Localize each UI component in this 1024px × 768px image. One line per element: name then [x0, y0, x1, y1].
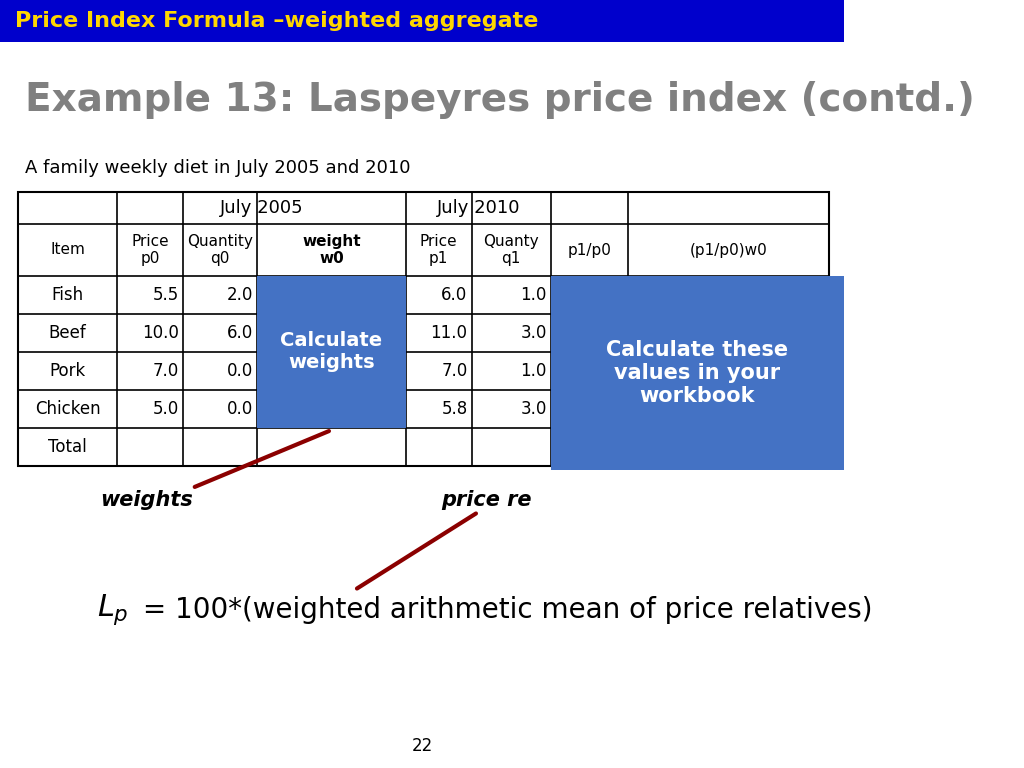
Text: Pork: Pork: [49, 362, 86, 380]
Text: Price
p1: Price p1: [420, 233, 458, 266]
Text: 5.5: 5.5: [153, 286, 179, 304]
Text: 11.0: 11.0: [431, 324, 468, 342]
Text: Item: Item: [50, 243, 85, 257]
Text: A family weekly diet in July 2005 and 2010: A family weekly diet in July 2005 and 20…: [25, 159, 411, 177]
Text: Chicken: Chicken: [35, 400, 100, 418]
Text: Example 13: Laspeyres price index (contd.): Example 13: Laspeyres price index (contd…: [25, 81, 975, 119]
Text: 10.0: 10.0: [142, 324, 179, 342]
Text: July 2005: July 2005: [219, 199, 303, 217]
Text: price re: price re: [441, 490, 531, 510]
Text: 5.8: 5.8: [441, 400, 468, 418]
Text: Quantity
q0: Quantity q0: [187, 233, 253, 266]
Bar: [257, 276, 406, 428]
Text: (p1/p0)w0: (p1/p0)w0: [690, 243, 767, 257]
Text: 2.0: 2.0: [226, 286, 253, 304]
Text: 22: 22: [412, 737, 433, 755]
Text: Price Index Formula –weighted aggregate: Price Index Formula –weighted aggregate: [14, 11, 539, 31]
Text: = 100*(weighted arithmetic mean of price relatives): = 100*(weighted arithmetic mean of price…: [133, 596, 872, 624]
Text: Beef: Beef: [49, 324, 86, 342]
Text: Calculate
weights: Calculate weights: [281, 332, 383, 372]
Text: 5.0: 5.0: [153, 400, 179, 418]
Text: July 2010: July 2010: [436, 199, 520, 217]
Text: $\mathit{L}_p$: $\mathit{L}_p$: [97, 593, 129, 627]
Bar: [0, 0, 845, 42]
Bar: [551, 276, 844, 470]
Text: Fish: Fish: [51, 286, 84, 304]
Text: 6.0: 6.0: [227, 324, 253, 342]
Text: 7.0: 7.0: [441, 362, 468, 380]
Bar: [18, 192, 828, 466]
Text: 3.0: 3.0: [520, 324, 547, 342]
Text: 3.0: 3.0: [520, 400, 547, 418]
Text: 7.0: 7.0: [153, 362, 179, 380]
Text: weights: weights: [100, 490, 194, 510]
Text: 1.0: 1.0: [520, 286, 547, 304]
Text: Total: Total: [48, 438, 87, 456]
Text: Quanty
q1: Quanty q1: [483, 233, 539, 266]
Text: p1/p0: p1/p0: [567, 243, 611, 257]
Text: 1.0: 1.0: [520, 362, 547, 380]
Text: Calculate these
values in your
workbook: Calculate these values in your workbook: [606, 339, 788, 406]
Text: 0.0: 0.0: [227, 362, 253, 380]
Text: 0.0: 0.0: [227, 400, 253, 418]
Text: 6.0: 6.0: [441, 286, 468, 304]
Text: weight
w0: weight w0: [302, 233, 360, 266]
Text: Price
p0: Price p0: [131, 233, 169, 266]
